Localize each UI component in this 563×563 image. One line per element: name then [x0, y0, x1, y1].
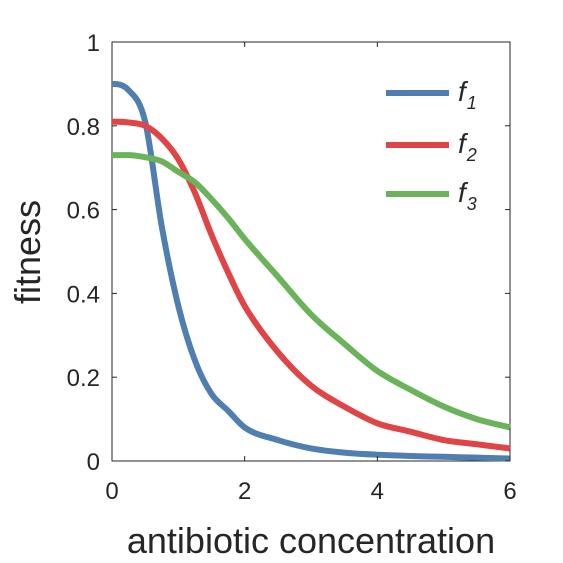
- x-tick-label: 2: [238, 478, 251, 505]
- series-line-f3: [112, 152, 511, 431]
- x-tick-label: 6: [503, 478, 516, 505]
- y-tick-label: 1: [87, 30, 100, 57]
- ticks-layer: 0 2 4 6 0 0.2 0.4 0.6 0.8 1: [67, 30, 517, 505]
- legend: f1 f2 f3: [386, 76, 477, 214]
- legend-label-f1: f1: [458, 76, 477, 113]
- y-tick-label: 0.8: [67, 114, 100, 141]
- x-tick-label: 4: [371, 478, 384, 505]
- legend-label-f2: f2: [458, 128, 477, 165]
- x-axis-title: antibiotic concentration: [127, 520, 495, 561]
- series-line-f2: [111, 118, 511, 452]
- series-layer: [111, 80, 511, 462]
- y-tick-label: 0.2: [67, 365, 100, 392]
- y-tick-label: 0.4: [67, 281, 100, 308]
- series-line-f1: [111, 80, 511, 462]
- y-axis-title: fitness: [7, 200, 48, 304]
- y-tick-label: 0: [87, 449, 100, 476]
- x-tick-label: 0: [105, 478, 118, 505]
- y-tick-label: 0.6: [67, 198, 100, 225]
- plot-area: [111, 41, 511, 462]
- legend-label-f3: f3: [458, 177, 477, 214]
